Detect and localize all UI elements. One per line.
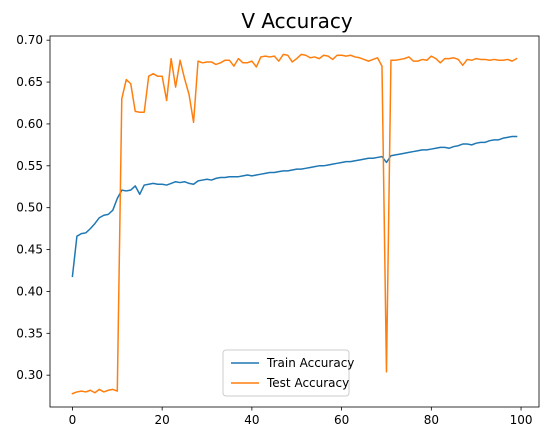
y-tick-label: 0.55 — [16, 159, 43, 173]
x-tick-label: 40 — [244, 413, 259, 427]
legend: Train Accuracy Test Accuracy — [222, 349, 354, 397]
plot-area — [49, 35, 540, 408]
y-axis: 0.30 0.35 0.40 0.45 0.50 0.55 0.60 0.65 0.70 — [16, 33, 50, 382]
y-tick-label: 0.30 — [16, 368, 43, 382]
series-line-test-accuracy — [71, 53, 518, 395]
y-tick-label: 0.65 — [16, 75, 43, 89]
series-layer — [71, 53, 518, 395]
y-tick-label: 0.70 — [16, 33, 43, 47]
axes-frame — [49, 35, 540, 408]
legend-label: Test Accuracy — [266, 376, 349, 390]
x-tick-label: 20 — [155, 413, 170, 427]
y-tick-label: 0.35 — [16, 326, 43, 340]
y-tick-label: 0.60 — [16, 117, 43, 131]
x-tick-label: 100 — [510, 413, 533, 427]
y-tick-label: 0.40 — [16, 284, 43, 298]
legend-box — [222, 349, 350, 397]
x-tick-label: 80 — [424, 413, 439, 427]
y-tick-label: 0.50 — [16, 201, 43, 215]
legend-label: Train Accuracy — [266, 356, 354, 370]
y-tick-label: 0.45 — [16, 243, 43, 257]
x-tick-label: 60 — [334, 413, 349, 427]
x-tick-label: 0 — [69, 413, 77, 427]
chart-title: V Accuracy — [241, 9, 353, 33]
x-axis: 0 20 40 60 80 100 — [69, 407, 533, 427]
series-line-train-accuracy — [71, 135, 518, 278]
